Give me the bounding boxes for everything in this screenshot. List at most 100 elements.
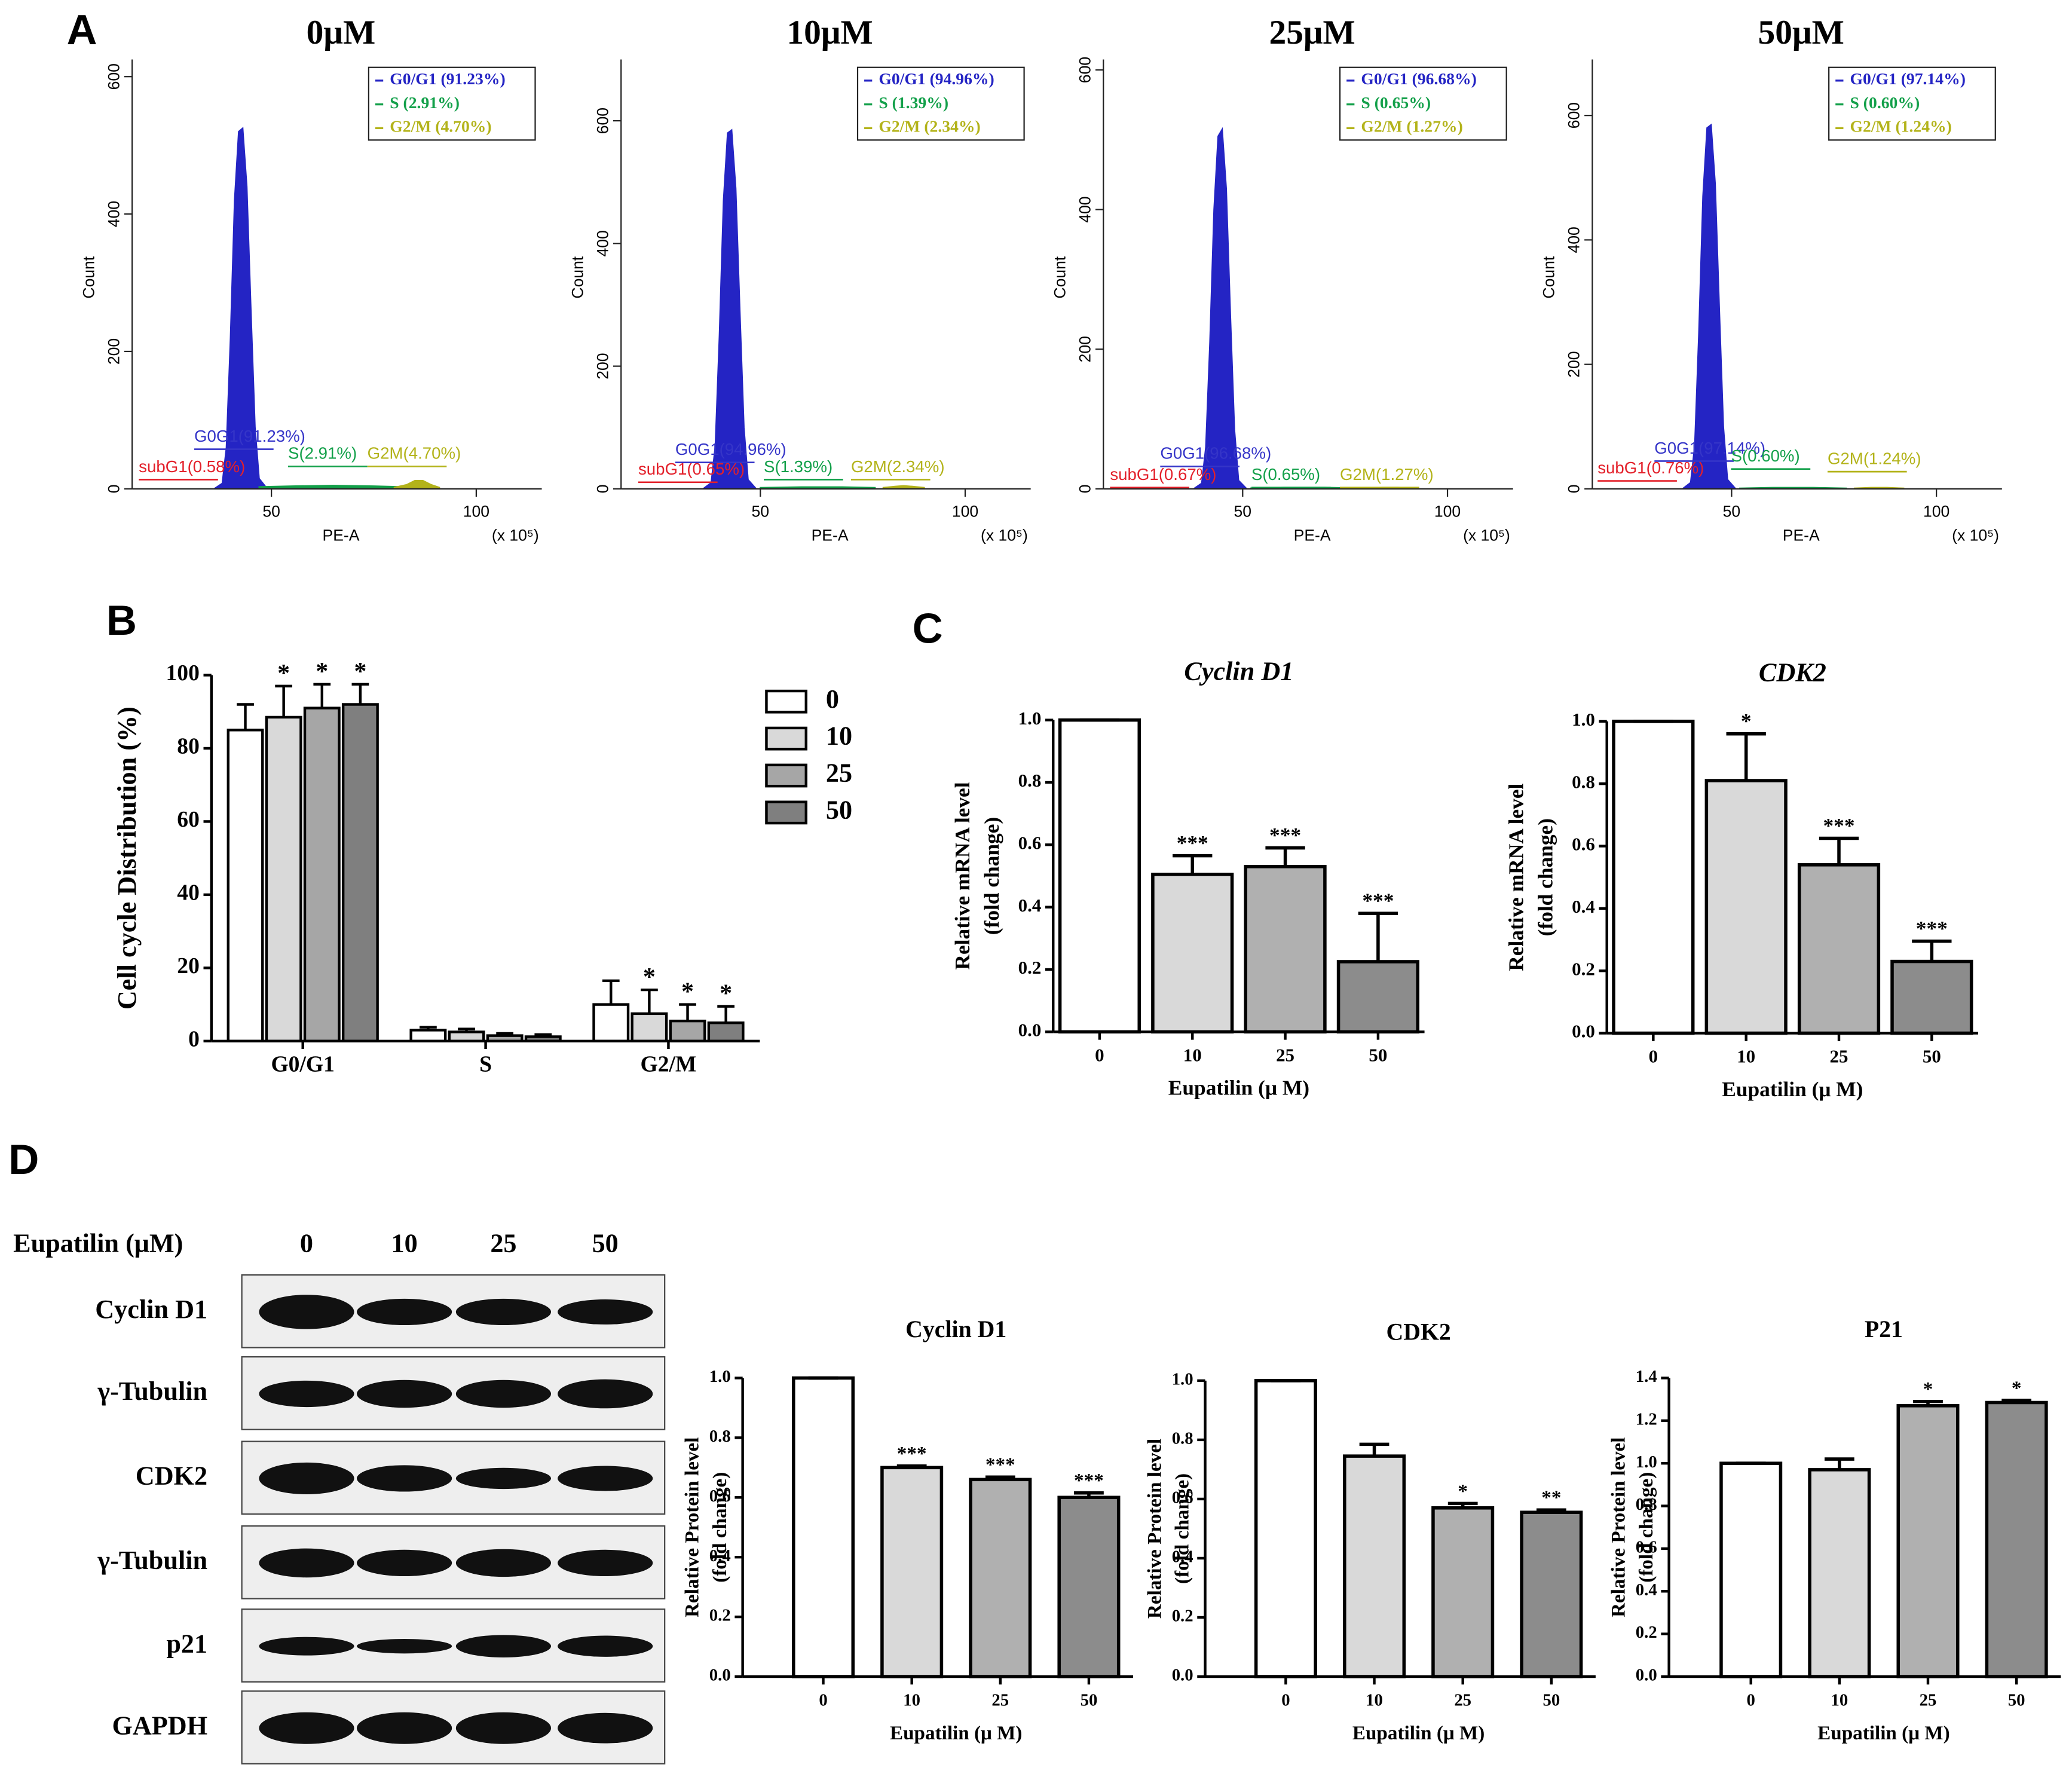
blot-band xyxy=(356,1712,452,1744)
y-tick-label: 0.6 xyxy=(709,1487,731,1506)
x-tick-label: 10 xyxy=(1831,1691,1848,1710)
x-tick-label: 0 xyxy=(819,1691,827,1710)
gate-label: G2M(1.27%) xyxy=(1340,465,1434,484)
y-tick-label: 0.6 xyxy=(1018,832,1042,853)
blot-band xyxy=(356,1380,452,1408)
y-axis-label: Relative Protein level xyxy=(681,1437,703,1617)
y-tick-label: 0.4 xyxy=(709,1546,731,1565)
bar xyxy=(1343,1454,1406,1678)
bar xyxy=(1808,1468,1871,1678)
gate-label: G0G1(91.23%) xyxy=(194,427,305,445)
x-axis-label: PE-A xyxy=(1783,526,1820,544)
legend-label: S (0.65%) xyxy=(1361,93,1431,112)
bar xyxy=(1244,865,1327,1034)
bar xyxy=(669,1019,706,1043)
significance-label: * xyxy=(1741,709,1752,733)
y-tick-label: 0.8 xyxy=(1572,771,1595,792)
x-tick-label: 10 xyxy=(1366,1691,1383,1710)
bar xyxy=(1336,960,1419,1034)
x-axis-label: Eupatilin (μ M) xyxy=(1722,1077,1863,1101)
x-axis-label: PE-A xyxy=(1294,526,1331,544)
row-label: Cyclin D1 xyxy=(95,1295,207,1324)
legend-label: 0 xyxy=(826,684,839,714)
y-tick-label: 0.4 xyxy=(1636,1580,1657,1599)
bar xyxy=(1896,1404,1960,1678)
significance-label: *** xyxy=(1916,916,1948,940)
gate-label: subG1(0.67%) xyxy=(1110,465,1216,484)
x-tick-label: 25 xyxy=(1454,1691,1471,1710)
legend-label: 25 xyxy=(826,758,852,788)
x-tick-label: 50 xyxy=(752,503,770,521)
row-label: CDK2 xyxy=(136,1461,207,1491)
y-tick-label: 0 xyxy=(593,484,611,493)
row-label: GAPDH xyxy=(112,1711,207,1740)
y-tick-label: 0.8 xyxy=(1636,1495,1657,1514)
x-tick-label: 0 xyxy=(1095,1044,1104,1065)
gate-label: G0G1(97.14%) xyxy=(1654,439,1765,457)
y-tick-label: 0.2 xyxy=(1636,1623,1657,1642)
bar xyxy=(448,1030,485,1043)
lane-label: 25 xyxy=(490,1229,516,1258)
chart-title: 50μM xyxy=(1758,14,1844,51)
x-axis-unit: (x 10⁵) xyxy=(1463,526,1510,544)
y-tick-label: 0.8 xyxy=(1018,770,1042,791)
bar xyxy=(1431,1506,1495,1678)
gate-label: S(0.60%) xyxy=(1731,446,1800,465)
x-tick-label: 100 xyxy=(1434,503,1461,521)
x-tick-label: G2/M xyxy=(640,1052,696,1076)
legend-box xyxy=(1828,66,1996,141)
bar xyxy=(707,1021,745,1043)
y-tick-label: 200 xyxy=(1565,351,1583,378)
blot-band xyxy=(259,1295,354,1329)
legend-swatch xyxy=(765,763,807,788)
blot-band xyxy=(259,1462,354,1494)
y-tick-label: 600 xyxy=(1565,102,1583,129)
legend-label: 50 xyxy=(826,796,852,825)
significance-label: * xyxy=(354,658,366,686)
y-tick-label: 80 xyxy=(177,735,200,759)
x-tick-label: 25 xyxy=(1276,1044,1294,1065)
significance-label: * xyxy=(1923,1378,1933,1400)
x-tick-label: 100 xyxy=(463,503,489,521)
y-tick-label: 600 xyxy=(593,108,611,134)
y-axis-label: (fold change) xyxy=(1533,818,1557,936)
y-axis-label: Relative mRNA level xyxy=(950,782,974,969)
y-tick-label: 0.6 xyxy=(1172,1488,1193,1507)
x-tick-label: 0 xyxy=(1747,1691,1755,1710)
blot-band xyxy=(259,1637,354,1656)
y-tick-label: 0.6 xyxy=(1572,834,1595,855)
legend-label: S (0.60%) xyxy=(1850,93,1920,112)
bar xyxy=(1704,779,1788,1035)
legend-box xyxy=(368,66,536,141)
x-tick-label: G0/G1 xyxy=(271,1052,335,1076)
blot-band xyxy=(259,1380,354,1408)
histogram-area xyxy=(1680,123,1737,490)
x-axis-label: Eupatilin (μ M) xyxy=(1352,1722,1485,1744)
bar xyxy=(1058,718,1141,1034)
y-tick-label: 0.0 xyxy=(1636,1666,1657,1685)
panel-label: C xyxy=(913,604,943,652)
significance-label: *** xyxy=(1823,813,1854,837)
y-tick-label: 0 xyxy=(1565,484,1583,493)
chart-title: 25μM xyxy=(1269,14,1355,51)
blot-band xyxy=(455,1635,552,1657)
panel-label: D xyxy=(8,1136,39,1183)
chart-title: CDK2 xyxy=(1759,658,1826,687)
x-tick-label: 50 xyxy=(1081,1691,1098,1710)
y-tick-label: 1.2 xyxy=(1636,1409,1657,1429)
legend-swatch xyxy=(765,726,807,751)
y-tick-label: 1.4 xyxy=(1636,1367,1657,1386)
legend-label: G2/M (4.70%) xyxy=(390,117,491,136)
significance-label: *** xyxy=(1177,831,1208,855)
bar xyxy=(1985,1400,2048,1678)
blot-band xyxy=(455,1380,552,1408)
y-axis-label: (fold change) xyxy=(980,817,1003,935)
x-tick-label: 10 xyxy=(1737,1046,1755,1067)
panel-label: B xyxy=(106,597,137,644)
bar xyxy=(1797,863,1881,1035)
y-tick-label: 0 xyxy=(188,1027,200,1051)
blot-band xyxy=(558,1299,653,1325)
y-tick-label: 600 xyxy=(105,63,123,90)
x-axis-unit: (x 10⁵) xyxy=(981,526,1028,544)
blot-header: Eupatilin (μM) xyxy=(13,1229,183,1258)
